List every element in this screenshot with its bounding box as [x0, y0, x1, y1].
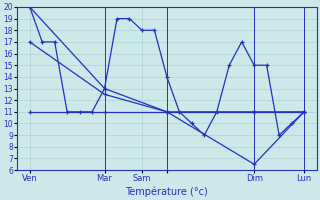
- X-axis label: Température (°c): Température (°c): [125, 186, 208, 197]
